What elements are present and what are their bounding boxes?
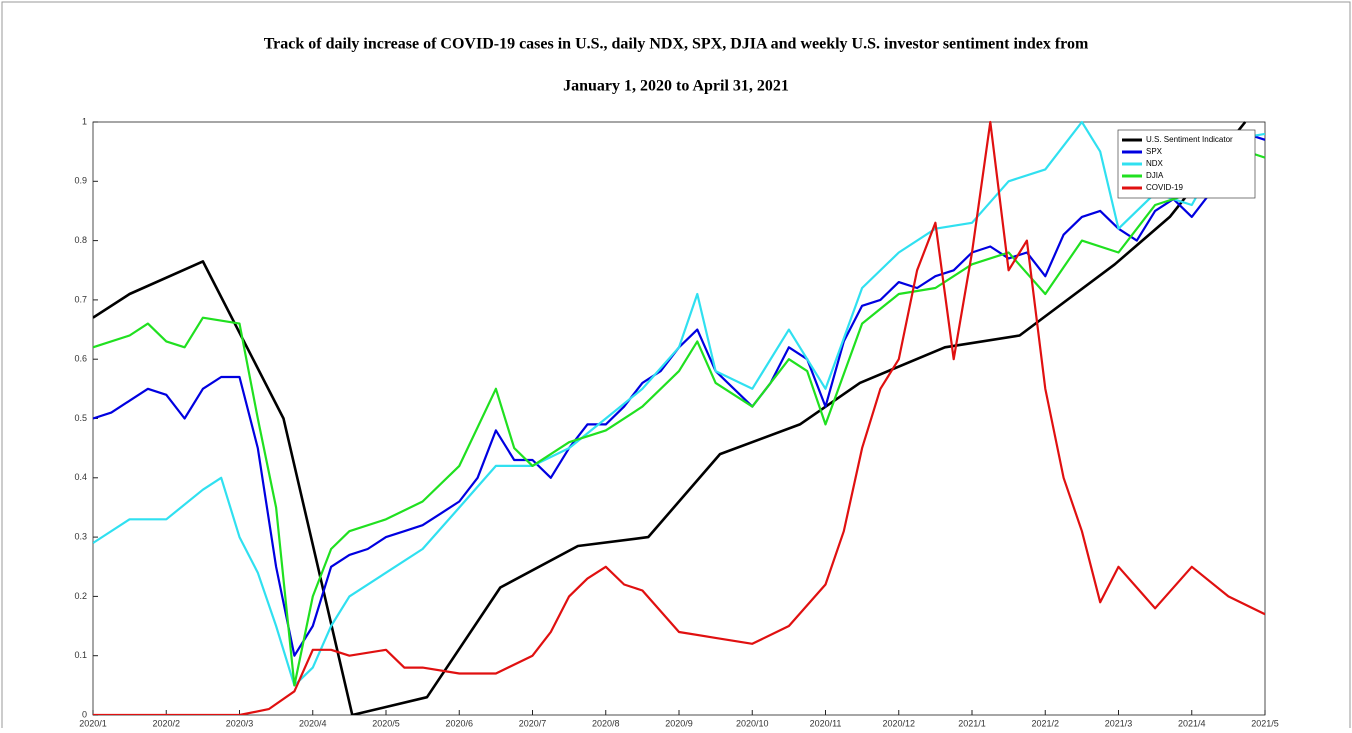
x-tick-label: 2020/5 <box>372 718 400 728</box>
y-tick-label: 0.8 <box>74 235 87 245</box>
legend-label: COVID-19 <box>1146 183 1183 192</box>
y-tick-label: 1 <box>82 116 87 126</box>
series-line <box>93 121 1247 715</box>
chart-subtitle: January 1, 2020 to April 31, 2021 <box>563 78 789 95</box>
series-line <box>93 144 1265 687</box>
series-line <box>93 120 1265 687</box>
legend-label: SPX <box>1146 147 1163 156</box>
x-tick-label: 2021/3 <box>1105 718 1133 728</box>
x-tick-label: 2020/10 <box>736 718 769 728</box>
x-tick-label: 2020/2 <box>152 718 180 728</box>
x-tick-label: 2020/6 <box>445 718 473 728</box>
y-tick-label: 0.7 <box>74 294 87 304</box>
x-tick-label: 2020/11 <box>810 718 842 728</box>
y-tick-label: 0.5 <box>74 413 87 423</box>
legend-label: NDX <box>1146 159 1164 168</box>
x-tick-label: 2020/9 <box>665 718 693 728</box>
series-line <box>93 120 1265 715</box>
plot-area <box>92 121 1266 716</box>
x-tick-label: 2020/12 <box>882 718 915 728</box>
legend-label: U.S. Sentiment Indicator <box>1146 135 1233 144</box>
chart-title: Track of daily increase of COVID-19 case… <box>264 36 1089 53</box>
y-tick-label: 0.3 <box>74 531 87 541</box>
y-tick-label: 0 <box>82 709 87 719</box>
x-tick-label: 2021/2 <box>1031 718 1059 728</box>
x-tick-label: 2020/8 <box>592 718 620 728</box>
y-tick-label: 0.6 <box>74 354 87 364</box>
y-tick-label: 0.2 <box>74 591 87 601</box>
y-tick-label: 0.1 <box>74 650 87 660</box>
x-tick-label: 2021/4 <box>1178 718 1206 728</box>
y-tick-label: 0.9 <box>74 176 87 186</box>
x-tick-label: 2020/1 <box>79 718 107 728</box>
legend-label: DJIA <box>1146 171 1164 180</box>
x-tick-label: 2020/7 <box>519 718 547 728</box>
y-tick-label: 0.4 <box>74 472 87 482</box>
x-tick-label: 2020/3 <box>226 718 254 728</box>
x-tick-label: 2020/4 <box>299 718 327 728</box>
x-tick-label: 2021/1 <box>958 718 986 728</box>
x-tick-label: 2021/5 <box>1251 718 1279 728</box>
